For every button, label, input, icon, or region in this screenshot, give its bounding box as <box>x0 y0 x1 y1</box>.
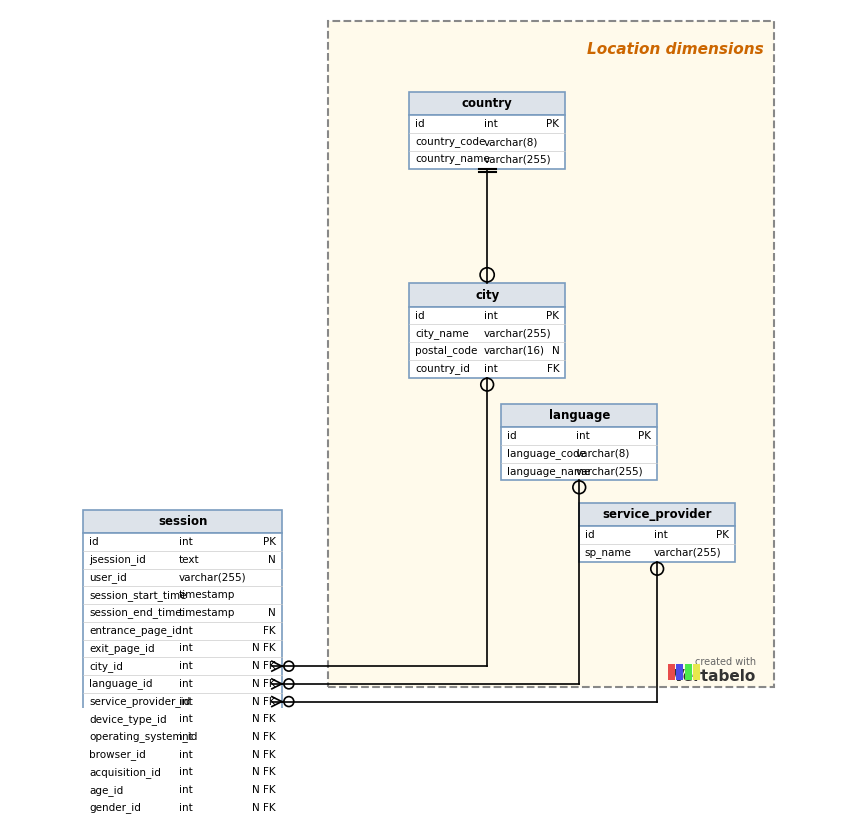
Text: PK: PK <box>547 311 560 321</box>
Text: timestamp: timestamp <box>178 608 235 618</box>
Text: id: id <box>585 530 595 540</box>
FancyBboxPatch shape <box>409 307 565 378</box>
Text: varchar(8): varchar(8) <box>576 448 630 459</box>
Text: varchar(255): varchar(255) <box>654 548 722 558</box>
Text: N FK: N FK <box>252 785 276 795</box>
Text: exit_page_id: exit_page_id <box>89 643 155 654</box>
Bar <box>668 664 675 680</box>
Text: N: N <box>269 555 276 565</box>
Text: int: int <box>178 679 192 689</box>
FancyBboxPatch shape <box>409 115 565 169</box>
Text: device_type_id: device_type_id <box>89 714 167 725</box>
Text: id: id <box>415 119 424 129</box>
Text: N FK: N FK <box>252 732 276 742</box>
Text: gender_id: gender_id <box>89 802 141 813</box>
FancyBboxPatch shape <box>501 427 657 480</box>
FancyBboxPatch shape <box>84 510 282 533</box>
Text: id: id <box>507 431 517 441</box>
Text: int: int <box>178 785 192 795</box>
Text: session_start_time: session_start_time <box>89 590 187 600</box>
Text: timestamp: timestamp <box>178 591 235 600</box>
Bar <box>684 664 692 680</box>
Text: FK: FK <box>263 626 276 636</box>
Text: city: city <box>475 289 499 302</box>
Text: int: int <box>178 802 192 813</box>
Text: language_name: language_name <box>507 466 591 477</box>
Text: N FK: N FK <box>252 714 276 724</box>
Text: N FK: N FK <box>252 802 276 813</box>
Text: int: int <box>178 626 192 636</box>
Text: country_code: country_code <box>415 137 486 147</box>
Text: language_code: language_code <box>507 448 586 459</box>
Text: Location dimensions: Location dimensions <box>586 43 764 57</box>
Bar <box>693 664 700 680</box>
Text: id: id <box>415 311 424 321</box>
Text: int: int <box>178 767 192 777</box>
Text: N FK: N FK <box>252 767 276 777</box>
Text: varchar(255): varchar(255) <box>178 573 246 582</box>
Text: varchar(255): varchar(255) <box>484 155 552 164</box>
Text: N FK: N FK <box>252 750 276 760</box>
Text: country_name: country_name <box>415 155 490 165</box>
Text: country: country <box>461 97 512 110</box>
FancyBboxPatch shape <box>501 404 657 427</box>
Text: sp_name: sp_name <box>585 548 632 558</box>
Text: created with: created with <box>695 658 756 667</box>
Text: city_id: city_id <box>89 661 123 672</box>
Text: int: int <box>178 697 192 707</box>
Text: varchar(255): varchar(255) <box>576 466 644 476</box>
Text: int: int <box>178 714 192 724</box>
Text: N FK: N FK <box>252 644 276 654</box>
Text: PK: PK <box>547 119 560 129</box>
Text: varchar(255): varchar(255) <box>484 328 552 339</box>
Text: session_end_time: session_end_time <box>89 608 182 618</box>
FancyBboxPatch shape <box>84 533 282 818</box>
Text: browser_id: browser_id <box>89 749 146 760</box>
Text: language: language <box>548 409 610 422</box>
Text: N: N <box>269 608 276 618</box>
Bar <box>676 664 684 680</box>
Text: acquisition_id: acquisition_id <box>89 767 161 778</box>
Text: PK: PK <box>639 431 652 441</box>
Text: jsession_id: jsession_id <box>89 555 146 565</box>
FancyBboxPatch shape <box>409 92 565 115</box>
Text: id: id <box>89 537 99 547</box>
Text: int: int <box>654 530 668 540</box>
Text: language_id: language_id <box>89 678 152 690</box>
Text: country_id: country_id <box>415 363 470 374</box>
FancyBboxPatch shape <box>579 526 735 562</box>
Text: varchar(8): varchar(8) <box>484 137 538 147</box>
Text: int: int <box>178 537 192 547</box>
Text: N FK: N FK <box>252 661 276 671</box>
Text: service_provider_id: service_provider_id <box>89 696 190 707</box>
Text: service_provider: service_provider <box>603 508 712 521</box>
FancyBboxPatch shape <box>409 283 565 307</box>
Text: entrance_page_id: entrance_page_id <box>89 625 182 636</box>
Text: int: int <box>178 750 192 760</box>
Text: N FK: N FK <box>252 697 276 707</box>
Text: N: N <box>552 346 560 356</box>
Text: varchar(16): varchar(16) <box>484 346 545 356</box>
Text: PK: PK <box>716 530 729 540</box>
Text: int: int <box>484 311 498 321</box>
Text: age_id: age_id <box>89 784 123 796</box>
Text: int: int <box>484 364 498 374</box>
Text: N FK: N FK <box>252 679 276 689</box>
Text: session: session <box>158 515 208 528</box>
Text: Vertabelo: Vertabelo <box>673 669 756 684</box>
Text: postal_code: postal_code <box>415 345 477 357</box>
Text: city_name: city_name <box>415 328 468 339</box>
Text: int: int <box>576 431 590 441</box>
Text: PK: PK <box>263 537 276 547</box>
Polygon shape <box>328 21 774 687</box>
Text: user_id: user_id <box>89 572 127 583</box>
Text: int: int <box>178 644 192 654</box>
Text: int: int <box>484 119 498 129</box>
Text: operating_system_id: operating_system_id <box>89 731 197 743</box>
Text: text: text <box>178 555 199 565</box>
Text: int: int <box>178 661 192 671</box>
FancyBboxPatch shape <box>579 503 735 526</box>
Text: FK: FK <box>547 364 560 374</box>
Text: int: int <box>178 732 192 742</box>
